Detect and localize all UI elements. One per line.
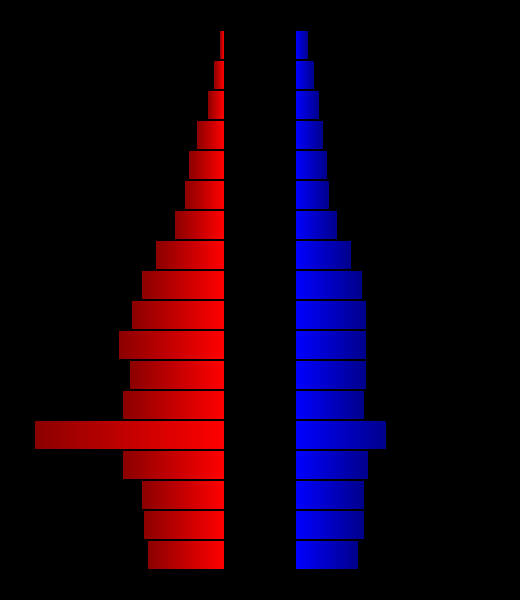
right-bar xyxy=(295,480,365,510)
left-bar xyxy=(174,210,225,240)
left-bar xyxy=(196,120,225,150)
left-bar xyxy=(129,360,225,390)
left-bar xyxy=(188,150,225,180)
right-bar xyxy=(295,450,369,480)
left-bar xyxy=(131,300,225,330)
left-bar xyxy=(141,480,225,510)
pyramid-row xyxy=(0,90,520,120)
left-bar xyxy=(147,540,225,570)
right-bar xyxy=(295,330,367,360)
left-bar xyxy=(155,240,225,270)
pyramid-row xyxy=(0,150,520,180)
left-bar xyxy=(122,450,225,480)
left-bar xyxy=(141,270,225,300)
right-bar xyxy=(295,420,387,450)
right-bar xyxy=(295,390,365,420)
left-bar xyxy=(143,510,225,540)
right-bar xyxy=(295,120,324,150)
pyramid-row xyxy=(0,360,520,390)
pyramid-row xyxy=(0,30,520,60)
left-bar xyxy=(34,420,225,450)
left-bar xyxy=(118,330,225,360)
pyramid-row xyxy=(0,120,520,150)
pyramid-row xyxy=(0,540,520,570)
pyramid-row xyxy=(0,510,520,540)
pyramid-row xyxy=(0,210,520,240)
right-bar xyxy=(295,150,328,180)
left-bar xyxy=(207,90,225,120)
left-bar xyxy=(213,60,225,90)
right-bar xyxy=(295,90,320,120)
pyramid-row xyxy=(0,390,520,420)
right-bar xyxy=(295,180,330,210)
pyramid-row xyxy=(0,300,520,330)
pyramid-row xyxy=(0,480,520,510)
pyramid-row xyxy=(0,240,520,270)
right-bar xyxy=(295,270,363,300)
pyramid-row xyxy=(0,330,520,360)
pyramid-row xyxy=(0,60,520,90)
population-pyramid xyxy=(0,0,520,600)
right-bar xyxy=(295,300,367,330)
right-bar xyxy=(295,60,315,90)
pyramid-row xyxy=(0,270,520,300)
left-bar xyxy=(122,390,225,420)
pyramid-row xyxy=(0,450,520,480)
right-bar xyxy=(295,540,359,570)
right-bar xyxy=(295,510,365,540)
right-bar xyxy=(295,30,309,60)
left-bar xyxy=(184,180,225,210)
pyramid-row xyxy=(0,180,520,210)
left-bar xyxy=(219,30,225,60)
right-bar xyxy=(295,240,352,270)
pyramid-row xyxy=(0,420,520,450)
right-bar xyxy=(295,360,367,390)
right-bar xyxy=(295,210,338,240)
